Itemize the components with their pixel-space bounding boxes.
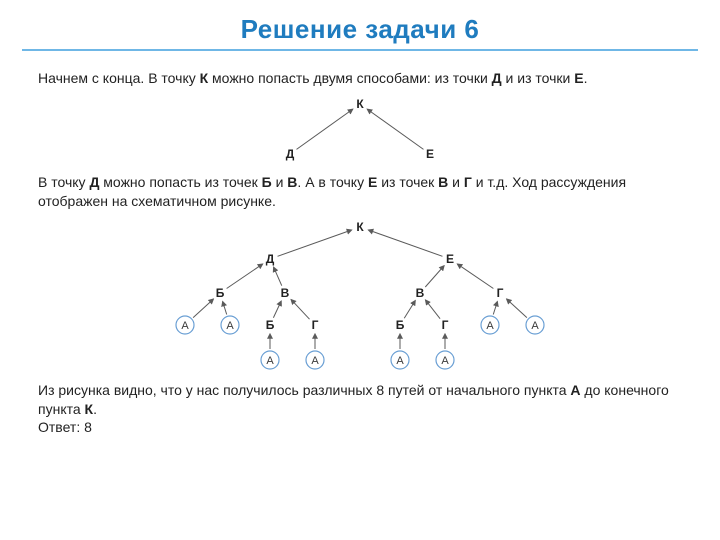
p1-text: .: [584, 70, 588, 86]
p1-text: и из точки: [502, 70, 575, 86]
tree-node-label: Б: [266, 318, 275, 332]
tree-node-label: А: [266, 355, 274, 367]
p1-text: Начнем с конца. В точку: [38, 70, 200, 86]
diagram-2-wrap: К Д Е Б В В Г А А Б Г Б Г А А А А А А: [38, 215, 682, 375]
p1-text: можно попасть двумя способами: из точки: [208, 70, 492, 86]
p2-B: Б: [262, 174, 272, 190]
p2-text: В точку: [38, 174, 89, 190]
tree-node-label: К: [356, 97, 364, 111]
tree-edge: [426, 300, 441, 319]
p2-text: и: [272, 174, 288, 190]
p2-V: В: [287, 174, 297, 190]
answer-text: Ответ: 8: [38, 419, 92, 435]
p2-text: можно попасть из точек: [99, 174, 261, 190]
p1-K: К: [200, 70, 209, 86]
p2-text: и: [448, 174, 464, 190]
tree-node-label: А: [181, 320, 189, 332]
tree-node-label: К: [356, 220, 364, 234]
tree-edge: [193, 299, 213, 318]
tree-node-label: А: [396, 355, 404, 367]
tree-node-label: А: [441, 355, 449, 367]
tree-node-label: Б: [396, 318, 405, 332]
tree-node-label: Г: [497, 286, 504, 300]
tree-edge: [223, 301, 227, 314]
tree-edge: [274, 267, 282, 285]
tree-node-label: Е: [446, 252, 454, 266]
paragraph-2: В точку Д можно попасть из точек Б и В. …: [38, 173, 682, 211]
p2-G: Г: [464, 174, 472, 190]
tree-node-label: А: [226, 320, 234, 332]
p1-E: Е: [574, 70, 583, 86]
tree-node-label: Г: [312, 318, 319, 332]
p3-text: Из рисунка видно, что у нас получилось р…: [38, 382, 570, 398]
tree-node-label: Д: [286, 147, 295, 161]
p2-text: . А в точку: [297, 174, 368, 190]
tree-node-label: Б: [216, 286, 225, 300]
diagram-2: К Д Е Б В В Г А А Б Г Б Г А А А А А А: [130, 215, 590, 375]
tree-node-label: А: [486, 320, 494, 332]
p1-D: Д: [492, 70, 502, 86]
p3-K: К: [85, 401, 94, 417]
tree-edge: [507, 299, 527, 318]
tree-edge: [404, 300, 415, 318]
tree-edge: [493, 301, 497, 314]
tree-edge: [367, 109, 423, 149]
tree-node-label: В: [281, 286, 290, 300]
tree-edge: [291, 299, 309, 319]
tree-edge: [368, 230, 442, 256]
p2-D: Д: [89, 174, 99, 190]
tree-node-label: А: [531, 320, 539, 332]
p3-text: .: [93, 401, 97, 417]
tree-node-label: Г: [442, 318, 449, 332]
tree-edge: [457, 264, 493, 288]
tree-edge: [273, 301, 281, 318]
content-body: Начнем с конца. В точку К можно попасть …: [0, 51, 720, 437]
tree-node-label: Д: [266, 252, 275, 266]
tree-edge: [297, 109, 353, 149]
tree-edge: [425, 265, 444, 286]
tree-node-label: В: [416, 286, 425, 300]
p2-E: Е: [368, 174, 377, 190]
tree-edge: [227, 264, 263, 288]
p3-A: А: [570, 382, 580, 398]
tree-node-label: А: [311, 355, 319, 367]
p2-text: из точек: [377, 174, 438, 190]
p2-V2: В: [438, 174, 448, 190]
tree-node-label: Е: [426, 147, 434, 161]
diagram-1: К Д Е: [230, 92, 490, 167]
paragraph-1: Начнем с конца. В точку К можно попасть …: [38, 69, 682, 88]
tree-edge: [278, 230, 352, 256]
diagram-1-wrap: К Д Е: [38, 92, 682, 167]
page-title: Решение задачи 6: [0, 0, 720, 45]
paragraph-3: Из рисунка видно, что у нас получилось р…: [38, 381, 682, 438]
